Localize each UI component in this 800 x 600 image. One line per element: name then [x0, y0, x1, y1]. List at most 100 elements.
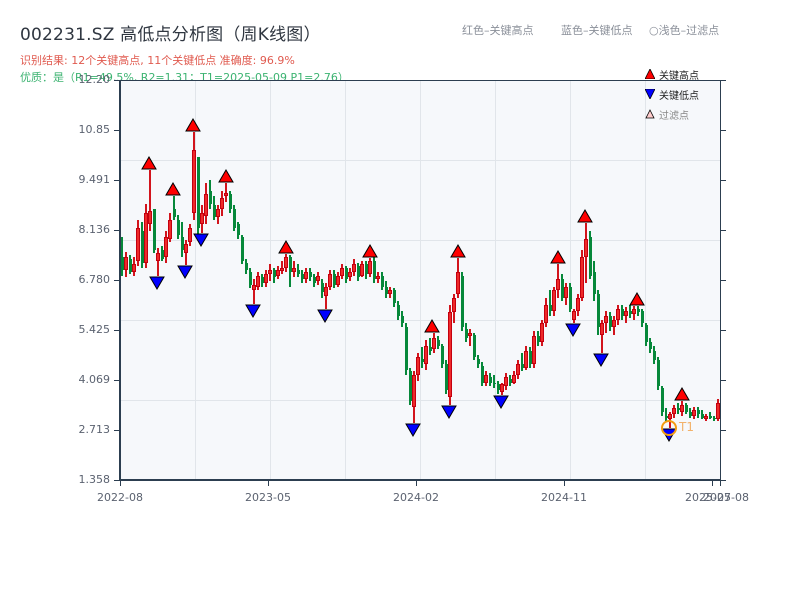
- result-summary: 识别结果: 12个关键高点, 11个关键低点 准确度: 96.9%: [20, 54, 295, 67]
- candle-body-down: [473, 334, 476, 357]
- candle-body-down: [213, 205, 216, 217]
- axis-left: [119, 80, 121, 481]
- candle-body-down: [313, 277, 316, 283]
- x-tick: [720, 481, 721, 486]
- triangle-down-blue-icon: [645, 89, 655, 99]
- key-high-triangle-icon: [629, 292, 645, 306]
- candle-wick: [493, 375, 495, 389]
- candle-body-down: [181, 236, 184, 250]
- candle-body-up: [352, 264, 356, 272]
- y-tick-label: 1.358: [78, 473, 111, 486]
- candle-body-down: [129, 258, 132, 272]
- candle-body-down: [289, 257, 292, 272]
- candle-body-down: [709, 415, 712, 418]
- vertical-gridline: [495, 80, 496, 480]
- key-low-triangle-icon: [149, 276, 165, 291]
- candle-body-down: [397, 305, 400, 317]
- candle-body-up: [156, 253, 160, 261]
- candle-body-up: [268, 270, 272, 274]
- key-low-triangle-icon: [245, 304, 261, 319]
- candle-body-down: [177, 220, 180, 235]
- candle-body-down: [593, 271, 596, 294]
- candle-body-down: [497, 384, 500, 390]
- legend-item-key-low: 关键低点: [645, 84, 699, 104]
- candle-body-up: [580, 257, 584, 298]
- key-low-triangle-icon: [317, 309, 333, 323]
- candle-body-up: [204, 194, 208, 217]
- candle-body-up: [532, 336, 536, 365]
- candle-body-down: [677, 408, 680, 411]
- candle-body-up: [276, 270, 280, 276]
- y-tick-label: 8.136: [78, 223, 111, 236]
- candle-body-down: [161, 249, 164, 259]
- candle-wick: [469, 329, 471, 346]
- candle-body-up: [304, 271, 308, 280]
- x-tick: [712, 481, 713, 486]
- candle-body-down: [637, 308, 640, 313]
- candle-body-up: [432, 338, 436, 350]
- y-tick-label: 5.425: [78, 323, 111, 336]
- y-tick-label: 9.491: [78, 173, 111, 186]
- key-low-triangle-icon: [405, 423, 421, 437]
- y-tick-right: [721, 430, 726, 431]
- candle-body-down: [713, 417, 716, 420]
- candle-body-up: [368, 260, 372, 274]
- candle-body-up: [424, 345, 428, 365]
- candle-body-up: [572, 310, 576, 320]
- candle-body-up: [540, 323, 544, 342]
- candle-body-down: [661, 388, 664, 413]
- candle-body-down: [441, 345, 444, 365]
- candle-body-up: [612, 319, 616, 328]
- candle-body-down: [629, 310, 632, 315]
- candle-body-down: [385, 286, 388, 294]
- candle-body-down: [701, 413, 704, 418]
- candle-body-up: [348, 271, 352, 278]
- candle-body-down: [245, 262, 248, 270]
- candle-wick: [121, 236, 123, 276]
- candle-body-down: [597, 293, 600, 328]
- candle-body-down: [621, 308, 624, 317]
- candle-body-up: [564, 286, 568, 298]
- candle-body-up: [340, 268, 344, 276]
- candle-body-up: [672, 408, 676, 414]
- candle-body-down: [249, 271, 252, 285]
- top-legend-light: ○浅色–过滤点: [649, 24, 720, 37]
- y-tick: [114, 430, 119, 431]
- candle-wick: [521, 353, 523, 372]
- key-high-triangle-icon: [165, 182, 181, 196]
- candle-body-up: [516, 364, 520, 376]
- candle-body-down: [493, 382, 496, 385]
- candle-body-down: [333, 273, 336, 285]
- candle-body-up: [220, 198, 224, 210]
- x-tick: [120, 481, 121, 486]
- key-high-triangle-icon: [450, 243, 466, 258]
- candle-body-down: [393, 290, 396, 304]
- legend-label: 关键高点: [659, 70, 699, 82]
- candle-wick: [429, 338, 431, 355]
- key-high-triangle-icon: [424, 319, 440, 333]
- candle-body-up: [280, 268, 284, 272]
- candle-body-down: [561, 279, 564, 298]
- candle-body-up: [252, 284, 256, 291]
- key-high-triangle-icon: [577, 209, 593, 223]
- candle-wick: [601, 319, 603, 353]
- axis-top: [120, 80, 720, 81]
- key-high-triangle-icon: [141, 156, 157, 170]
- candle-wick: [149, 170, 151, 232]
- candle-body-down: [653, 351, 656, 361]
- candle-body-down: [297, 270, 300, 274]
- candle-body-up: [284, 257, 288, 269]
- candle-body-down: [641, 310, 644, 324]
- x-tick-label: 2024-02: [393, 491, 439, 504]
- y-tick-right: [721, 130, 726, 131]
- candle-body-down: [197, 157, 200, 228]
- candle-body-up: [500, 384, 504, 392]
- candle-body-up: [188, 227, 192, 243]
- candle-body-down: [429, 347, 432, 352]
- candle-body-down: [321, 282, 324, 293]
- candle-body-down: [209, 190, 212, 204]
- candle-body-up: [376, 275, 380, 280]
- y-tick-right: [721, 80, 726, 81]
- candle-body-up: [544, 305, 548, 324]
- candle-body-down: [465, 329, 468, 339]
